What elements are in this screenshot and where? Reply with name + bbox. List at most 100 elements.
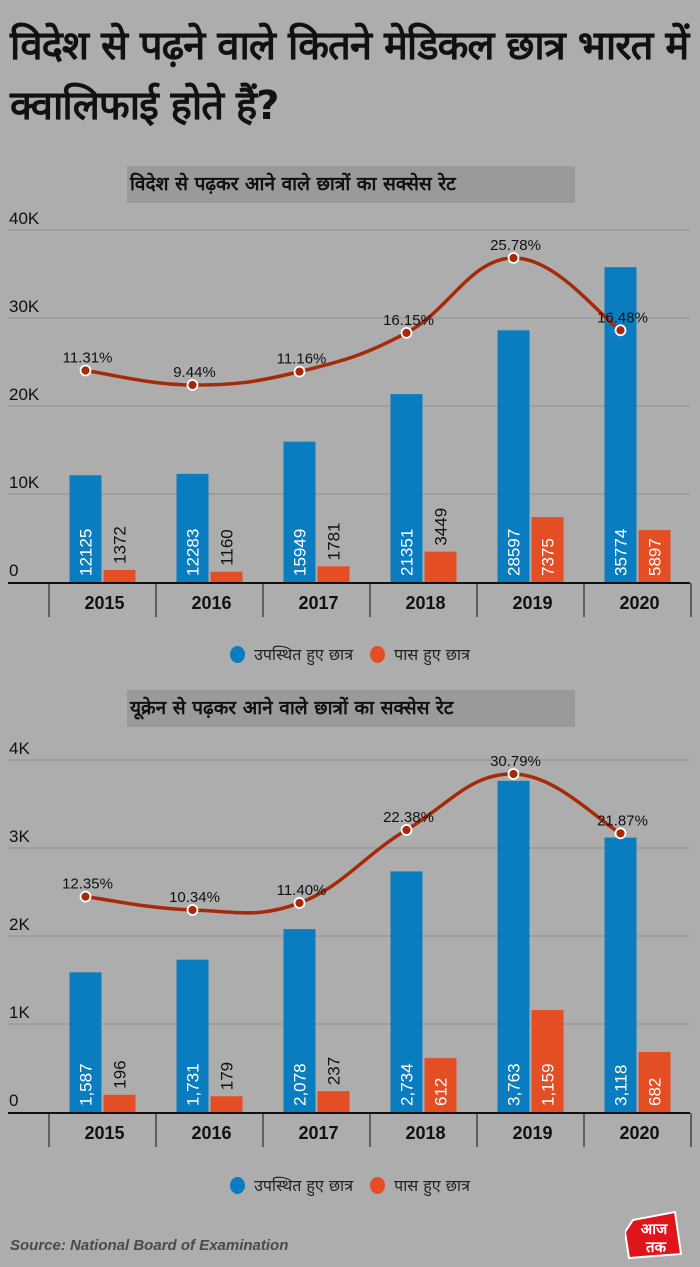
legend-dot-passed-icon bbox=[370, 645, 386, 663]
success-rate-label: 10.34% bbox=[169, 889, 220, 906]
aajtak-logo-icon: आज तक bbox=[625, 1210, 683, 1260]
success-rate-label: 11.40% bbox=[277, 882, 327, 899]
y-tick-label: 40K bbox=[9, 210, 40, 228]
bar-label-appeared: 12125 bbox=[77, 529, 96, 576]
success-rate-line bbox=[85, 256, 622, 387]
bar-label-passed: 237 bbox=[325, 1057, 344, 1085]
success-rate-point bbox=[186, 379, 199, 391]
bar-appeared bbox=[390, 871, 423, 1112]
chart1-foreign-students: 0 10K 20K 30K 40K 12125 1372 2015 12283 1160 2016 1… bbox=[8, 210, 692, 617]
chart2-title: यूक्रेन से पढ़कर आने वाले छात्रों का सक्… bbox=[127, 690, 575, 727]
legend-label-appeared: उपस्थित हुए छात्र bbox=[254, 1176, 354, 1195]
chart1-title: विदेश से पढ़कर आने वाले छात्रों का सक्से… bbox=[127, 166, 575, 203]
y-tick-label: 30K bbox=[9, 297, 40, 316]
bar-passed bbox=[531, 1010, 564, 1112]
bar-label-passed: 7375 bbox=[539, 538, 558, 576]
bar-passed bbox=[103, 569, 136, 582]
success-rate-label: 12.35% bbox=[62, 876, 113, 893]
legend-item-appeared: उपस्थित हुए छात्र bbox=[230, 1174, 353, 1196]
success-rate-label: 22.38% bbox=[383, 809, 434, 826]
y-tick-label: 0 bbox=[9, 561, 18, 580]
success-rate-point bbox=[614, 827, 627, 840]
bar-label-passed: 179 bbox=[218, 1062, 237, 1090]
source-note: Source: National Board of Examination bbox=[10, 1237, 289, 1254]
bar-passed bbox=[210, 1096, 243, 1112]
success-rate-point bbox=[507, 768, 520, 780]
bar-appeared bbox=[283, 441, 316, 582]
x-tick-label: 2018 bbox=[405, 1123, 445, 1143]
success-rate-label: 25.78% bbox=[490, 237, 541, 254]
success-rate-point bbox=[400, 824, 413, 836]
success-rate-point bbox=[293, 897, 306, 909]
success-rate-point bbox=[79, 890, 92, 903]
success-rate-label: 30.79% bbox=[490, 753, 541, 770]
y-tick-label: 4K bbox=[9, 740, 30, 758]
y-tick-label: 2K bbox=[9, 915, 30, 934]
success-rate-point bbox=[293, 365, 306, 378]
legend-item-passed: पास हुए छात्र bbox=[370, 643, 470, 665]
chart2-ukraine-students: 0 1K 2K 3K 4K 1,587 196 2015 1,731 179 2016 2,078 23… bbox=[8, 740, 692, 1147]
y-tick-label: 10K bbox=[9, 473, 40, 492]
bar-label-appeared: 15949 bbox=[291, 529, 310, 576]
x-tick-label: 2016 bbox=[191, 1123, 231, 1143]
bar-label-appeared: 2,734 bbox=[398, 1063, 417, 1106]
success-rate-point bbox=[79, 364, 92, 377]
success-rate-label: 9.44% bbox=[173, 364, 216, 381]
bar-label-passed: 612 bbox=[432, 1078, 451, 1106]
bar-passed bbox=[531, 517, 564, 582]
bar-passed bbox=[638, 530, 671, 582]
bar-label-passed: 3449 bbox=[432, 508, 451, 546]
success-rate-label: 16.15% bbox=[383, 312, 434, 329]
x-tick-label: 2017 bbox=[298, 1123, 338, 1143]
bar-passed bbox=[103, 1094, 136, 1112]
bar-passed bbox=[317, 1091, 350, 1112]
bar-label-passed: 1160 bbox=[218, 529, 237, 566]
x-tick-label: 2020 bbox=[619, 1123, 659, 1143]
success-rate-point bbox=[507, 252, 520, 264]
logo-text-line1: आज bbox=[641, 1220, 668, 1238]
bar-label-appeared: 2,078 bbox=[291, 1063, 310, 1106]
legend-dot-passed-icon bbox=[370, 1176, 386, 1194]
success-rate-label: 16.48% bbox=[597, 309, 648, 326]
x-tick-label: 2018 bbox=[405, 593, 445, 613]
bar-label-appeared: 12283 bbox=[184, 529, 203, 576]
legend-item-passed: पास हुए छात्र bbox=[370, 1174, 470, 1196]
chart1-legend: उपस्थित हुए छात्र पास हुए छात्र bbox=[0, 643, 700, 667]
bar-label-passed: 1781 bbox=[325, 522, 344, 560]
success-rate-line bbox=[85, 772, 622, 915]
x-tick-label: 2016 bbox=[191, 593, 231, 613]
bar-passed bbox=[317, 566, 350, 582]
page-title: विदेश से पढ़ने वाले कितने मेडिकल छात्र भ… bbox=[10, 23, 689, 129]
bar-label-passed: 196 bbox=[111, 1060, 130, 1088]
y-tick-label: 1K bbox=[9, 1003, 30, 1022]
legend-dot-appeared-icon bbox=[230, 1176, 246, 1194]
bar-passed bbox=[210, 571, 243, 582]
bar-label-appeared: 21351 bbox=[398, 529, 417, 576]
bar-appeared bbox=[283, 929, 316, 1112]
x-tick-label: 2019 bbox=[512, 1123, 552, 1143]
x-tick-label: 2015 bbox=[84, 1123, 124, 1143]
bar-label-passed: 5897 bbox=[646, 538, 665, 576]
success-rate-point bbox=[400, 326, 413, 339]
legend-item-appeared: उपस्थित हुए छात्र bbox=[230, 643, 353, 665]
bar-appeared bbox=[176, 959, 209, 1112]
legend-label-appeared: उपस्थित हुए छात्र bbox=[254, 645, 354, 664]
bar-appeared bbox=[497, 330, 530, 582]
bar-label-passed: 682 bbox=[646, 1078, 665, 1106]
bar-label-appeared: 3,118 bbox=[612, 1065, 631, 1106]
success-rate-point bbox=[614, 324, 627, 337]
bar-passed bbox=[638, 1051, 671, 1112]
bar-appeared bbox=[69, 475, 102, 582]
logo-text-line2: तक bbox=[645, 1238, 668, 1256]
bar-appeared bbox=[604, 837, 637, 1112]
bar-label-appeared: 28597 bbox=[505, 529, 524, 576]
bar-label-appeared: 1,587 bbox=[77, 1063, 96, 1106]
y-tick-label: 20K bbox=[9, 385, 40, 404]
success-rate-label: 21.87% bbox=[597, 812, 648, 829]
bar-appeared bbox=[390, 394, 423, 582]
x-tick-label: 2017 bbox=[298, 593, 338, 613]
bar-passed bbox=[424, 551, 457, 582]
bar-passed bbox=[424, 1058, 457, 1112]
bar-label-passed: 1372 bbox=[111, 526, 130, 564]
bar-label-passed: 1,159 bbox=[539, 1063, 558, 1106]
